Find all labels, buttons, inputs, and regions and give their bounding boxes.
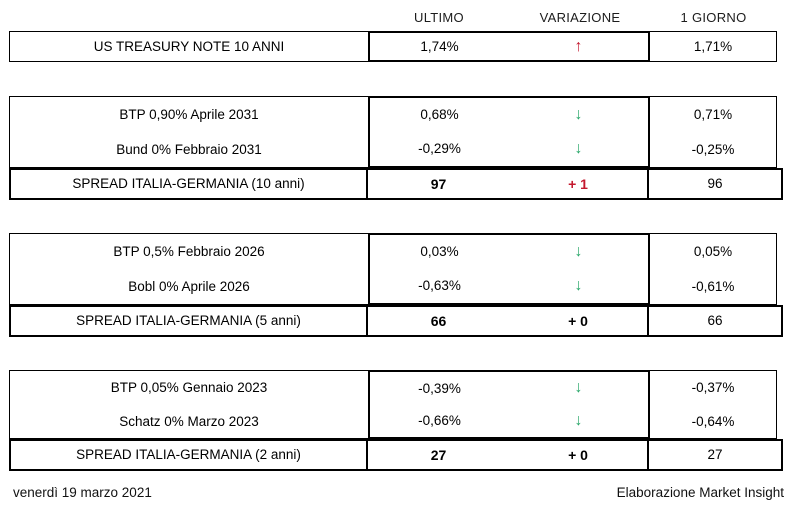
giorno-value: 1,71% bbox=[693, 38, 733, 54]
giorno-value: 0,05% bbox=[693, 243, 733, 259]
spread-row: SPREAD ITALIA-GERMANIA (10 anni) 97 + 1 … bbox=[9, 168, 783, 200]
giorno-value: 0,71% bbox=[693, 106, 733, 122]
ultimo-variazione-box: -0,39% ↓ -0,66% ↓ bbox=[368, 370, 650, 439]
two-year-block: BTP 0,05% Gennaio 2023 Schatz 0% Marzo 2… bbox=[9, 370, 783, 471]
spread-variazione-value: + 1 bbox=[509, 170, 649, 198]
column-header-giorno: 1 GIORNO bbox=[680, 9, 747, 25]
giorno-value: -0,64% bbox=[691, 413, 735, 429]
column-header-ultimo: ULTIMO bbox=[414, 9, 464, 25]
giorno-value: -0,61% bbox=[691, 278, 735, 294]
spread-giorno-value: 66 bbox=[707, 313, 723, 329]
ultimo-value: -0,66% bbox=[418, 413, 461, 428]
ultimo-variazione-box: 1,74% ↑ bbox=[368, 31, 650, 62]
report-date: venerdì 19 marzo 2021 bbox=[13, 485, 152, 500]
ultimo-variazione-box: 0,68% ↓ -0,29% ↓ bbox=[368, 96, 650, 168]
ultimo-value: 1,74% bbox=[420, 38, 459, 54]
arrow-down-icon: ↓ bbox=[574, 411, 583, 429]
spread-label: SPREAD ITALIA-GERMANIA (2 anni) bbox=[11, 441, 368, 469]
five-year-block: BTP 0,5% Febbraio 2026 Bobl 0% Aprile 20… bbox=[9, 233, 783, 337]
arrow-up-icon: ↑ bbox=[574, 37, 583, 55]
bond-label: BTP 0,5% Febbraio 2026 bbox=[113, 243, 265, 259]
spread-ultimo-value: 97 bbox=[430, 176, 447, 192]
ten-year-block: BTP 0,90% Aprile 2031 Bund 0% Febbraio 2… bbox=[9, 96, 783, 200]
arrow-down-icon: ↓ bbox=[574, 140, 583, 157]
spread-label: SPREAD ITALIA-GERMANIA (10 anni) bbox=[11, 170, 368, 198]
table-header: ULTIMO VARIAZIONE 1 GIORNO bbox=[9, 7, 777, 27]
bond-row: US TREASURY NOTE 10 ANNI 1,74% ↑ 1,71% bbox=[9, 31, 777, 62]
ultimo-variazione-box: 0,03% ↓ -0,63% ↓ bbox=[368, 233, 650, 305]
spread-variazione-value: + 0 bbox=[509, 441, 649, 469]
ultimo-value: -0,29% bbox=[418, 141, 461, 157]
spread-variazione-value: + 0 bbox=[509, 307, 649, 335]
column-header-variazione: VARIAZIONE bbox=[539, 9, 621, 25]
arrow-down-icon: ↓ bbox=[574, 106, 583, 123]
bond-label: BTP 0,90% Aprile 2031 bbox=[119, 106, 259, 122]
ultimo-value: 0,03% bbox=[420, 244, 459, 260]
spread-row: SPREAD ITALIA-GERMANIA (2 anni) 27 + 0 2… bbox=[9, 439, 783, 471]
arrow-down-icon: ↓ bbox=[574, 277, 583, 294]
spread-giorno-value: 96 bbox=[707, 176, 723, 192]
spread-label: SPREAD ITALIA-GERMANIA (5 anni) bbox=[11, 307, 368, 335]
bond-label: Bund 0% Febbraio 2031 bbox=[116, 141, 262, 157]
report-credit: Elaborazione Market Insight bbox=[616, 485, 784, 500]
arrow-down-icon: ↓ bbox=[574, 379, 583, 397]
giorno-value: -0,25% bbox=[691, 141, 735, 157]
bond-label: Schatz 0% Marzo 2023 bbox=[119, 413, 259, 429]
bond-label: BTP 0,05% Gennaio 2023 bbox=[110, 380, 268, 395]
bond-label: US TREASURY NOTE 10 ANNI bbox=[93, 38, 285, 54]
header-spacer bbox=[9, 7, 368, 27]
spread-ultimo-value: 66 bbox=[430, 313, 447, 329]
spread-giorno-value: 27 bbox=[707, 447, 723, 463]
us-treasury-block: US TREASURY NOTE 10 ANNI 1,74% ↑ 1,71% bbox=[9, 31, 777, 62]
giorno-value: -0,37% bbox=[691, 380, 735, 395]
ultimo-value: -0,63% bbox=[418, 278, 461, 294]
spread-ultimo-value: 27 bbox=[430, 447, 447, 463]
arrow-down-icon: ↓ bbox=[574, 243, 583, 260]
bond-label: Bobl 0% Aprile 2026 bbox=[128, 278, 250, 294]
ultimo-value: -0,39% bbox=[418, 380, 461, 396]
spread-row: SPREAD ITALIA-GERMANIA (5 anni) 66 + 0 6… bbox=[9, 305, 783, 337]
ultimo-value: 0,68% bbox=[420, 107, 459, 123]
